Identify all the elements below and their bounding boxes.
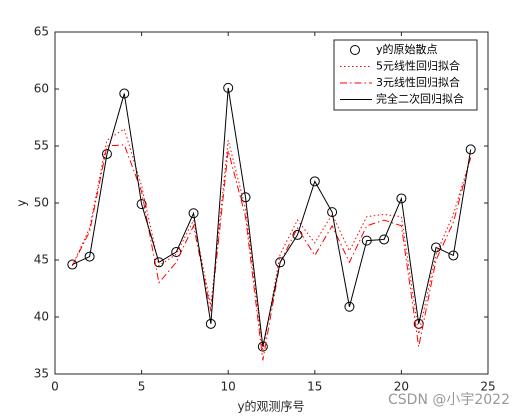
y-tick-label: 50 [34, 196, 49, 210]
y-axis-label: y [15, 199, 29, 206]
y-tick-label: 60 [34, 82, 49, 96]
legend-label: 完全二次回归拟合 [376, 92, 464, 106]
scatter-point [101, 148, 112, 159]
scatter-point [67, 259, 78, 270]
x-tick-label: 20 [394, 380, 409, 394]
x-tick-label: 10 [221, 380, 236, 394]
y-tick-label: 45 [34, 253, 49, 267]
legend-label: 3元线性回归拟合 [376, 75, 460, 89]
y-tick-label: 40 [34, 310, 49, 324]
y-tick-label: 35 [34, 367, 49, 381]
watermark: CSDN @小宇2022 [388, 392, 510, 408]
scatter-point [344, 301, 355, 312]
scatter-point [448, 250, 459, 261]
scatter-point [275, 257, 286, 268]
legend-box [333, 39, 478, 111]
x-tick-label: 0 [51, 380, 59, 394]
scatter-point [84, 251, 95, 262]
scatter-point [327, 207, 338, 218]
scatter-point [396, 193, 407, 204]
x-tick-label: 5 [138, 380, 146, 394]
scatter-point [257, 341, 268, 352]
legend-symbol [350, 45, 360, 55]
scatter-point [153, 257, 164, 268]
x-tick-label: 25 [480, 380, 495, 394]
y-tick-label: 55 [34, 139, 49, 153]
scatter-point [309, 176, 320, 187]
scatter-point [465, 144, 476, 155]
legend-label: 5元线性回归拟合 [376, 59, 460, 73]
x-axis-label: y的观测序号 [237, 399, 304, 414]
scatter-point [119, 88, 130, 99]
scatter-point [240, 192, 251, 203]
scatter-point [431, 242, 442, 253]
x-tick-label: 15 [307, 380, 322, 394]
scatter-point [188, 208, 199, 219]
y-tick-label: 65 [34, 25, 49, 39]
legend-label: y的原始散点 [376, 42, 438, 56]
scatter-point [136, 199, 147, 210]
fit-line [72, 87, 472, 347]
axes-box [54, 31, 489, 375]
